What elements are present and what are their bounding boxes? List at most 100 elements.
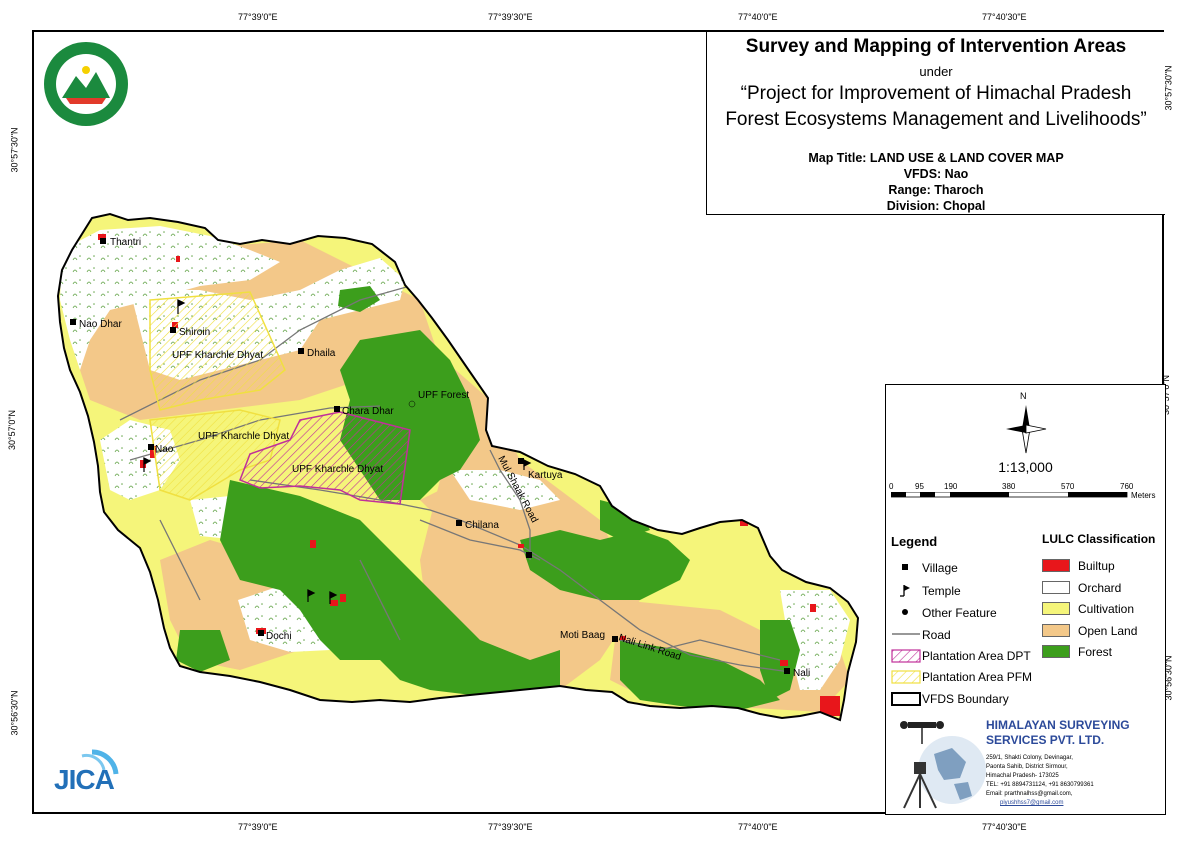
legend-road: Road (922, 628, 951, 642)
vfds-boundary (56, 212, 860, 722)
village-marker-nali (784, 668, 790, 674)
label-kartuya: Kartuya (528, 470, 563, 481)
label-nao: Nao (155, 444, 174, 455)
other-feature-icon (902, 609, 908, 615)
label-dhaila: Dhaila (307, 348, 336, 359)
address-line: Himachal Pradesh- 173025 (986, 773, 1059, 779)
temple-marker-5 (523, 459, 532, 470)
village-marker-thantri (100, 238, 106, 244)
label-upf-kharchle-2: UPF Kharchle Dhyat (198, 431, 289, 442)
village-marker-nao-dhar (70, 319, 76, 325)
village-marker-kartuya (518, 458, 524, 464)
label-moti-baag: Moti Baag (560, 630, 605, 641)
surveyor-logo-icon (900, 721, 986, 809)
title-under: under (919, 64, 953, 79)
village-marker-chilana (456, 520, 462, 526)
company-name-2: SERVICES PVT. LTD. (986, 733, 1105, 747)
legend-dpt: Plantation Area DPT (922, 649, 1031, 663)
legend-temple: Temple (922, 584, 961, 598)
coord-top-1: 77°39'0"E (238, 12, 278, 22)
lulc-builtup: Builtup (1078, 559, 1115, 573)
village-marker-chara-dhar (334, 406, 340, 412)
scale-tick-3: 380 (1002, 482, 1016, 491)
dpt-area (239, 411, 411, 505)
dpt-icon (891, 649, 921, 663)
coord-top-3: 77°40'0"E (738, 12, 778, 22)
legend-boundary: VFDS Boundary (922, 692, 1009, 706)
label-upf-forest: UPF Forest (418, 390, 469, 401)
address-line: TEL: +91 8894731124, +91 8630799361 (986, 782, 1094, 788)
jica-text: JICA (54, 764, 115, 795)
village-marker-dhaila (298, 348, 304, 354)
village-marker-shiroin (170, 327, 176, 333)
coord-top-2: 77°39'30"E (488, 12, 533, 22)
lulc-cultivation: Cultivation (1078, 602, 1135, 616)
temple-marker-4 (329, 591, 338, 604)
village-marker-nao (148, 444, 154, 450)
company-address: 259/1, Shakti Colony, Devinagar, Paonta … (986, 754, 1094, 808)
address-line: 259/1, Shakti Colony, Devinagar, (986, 755, 1073, 761)
temple-marker-2 (143, 457, 152, 472)
project-line-2: Forest Ecosystems Management and Livelih… (725, 109, 1147, 130)
lulc-title: LULC Classification (1042, 532, 1156, 546)
lulc-forest: Forest (1078, 645, 1113, 659)
label-dochi: Dochi (266, 631, 292, 642)
village-marker-dochi (258, 630, 264, 636)
legend-pfm: Plantation Area PFM (922, 670, 1033, 684)
pfm-area-1 (149, 291, 286, 411)
scale-tick-2: 190 (944, 482, 958, 491)
village-marker-moti-baag (612, 636, 618, 642)
label-nali: Nali (793, 668, 810, 679)
coord-bottom-1: 77°39'0"E (238, 822, 278, 832)
legend-symbols (891, 564, 921, 706)
village-icon (902, 564, 908, 570)
main-title: Survey and Mapping of Intervention Areas (745, 36, 1127, 57)
map-info-block: Map Title: LAND USE & LAND COVER MAP VFD… (706, 142, 1165, 215)
legend-village: Village (922, 561, 958, 575)
scale-tick-5: 760 (1120, 482, 1134, 491)
swatch-openland (1042, 624, 1070, 637)
scale-bar (891, 492, 1128, 498)
coord-bottom-4: 77°40'30"E (982, 822, 1027, 832)
temple-marker-3 (307, 589, 316, 602)
north-arrow-icon (1006, 405, 1047, 454)
swatch-builtup (1042, 559, 1070, 572)
company-block: HIMALAYAN SURVEYING SERVICES PVT. LTD. 2… (885, 714, 1166, 815)
address-email[interactable]: piyushhss7@gmail.com (1000, 800, 1064, 806)
scale-tick-4: 570 (1061, 482, 1075, 491)
temple-icon (900, 585, 910, 597)
lulc-openland: Open Land (1078, 624, 1138, 638)
address-line: Paonta Sahib, District Sirmour, (986, 764, 1068, 770)
scale-ratio: 1:13,000 (998, 459, 1053, 475)
division-name: Division: Chopal (886, 199, 986, 213)
swatch-cultivation (1042, 602, 1070, 615)
lulc-orchard: Orchard (1078, 581, 1122, 595)
legend-block: Legend LULC Classification Village Templ… (885, 520, 1166, 715)
scale-block: N 1:13,000 0 95 190 380 570 760 Meters (885, 384, 1166, 522)
boundary-icon (891, 692, 921, 706)
range-name: Range: Tharoch (888, 183, 984, 197)
label-upf-kharchle-3: UPF Kharchle Dhyat (292, 464, 383, 475)
coord-bottom-3: 77°40'0"E (738, 822, 778, 832)
forest-dept-logo (42, 40, 130, 128)
label-chara-dhar: Chara Dhar (342, 406, 394, 417)
address-email[interactable]: Email: prarthnalhss@gmail.com, (986, 791, 1073, 797)
label-shiroin: Shiroin (179, 327, 210, 338)
legend-other: Other Feature (922, 606, 997, 620)
swatch-forest (1042, 645, 1070, 658)
pfm-icon (891, 670, 921, 684)
title-block: Survey and Mapping of Intervention Areas… (706, 32, 1165, 143)
vfds-name: VFDS: Nao (903, 167, 969, 181)
coord-top-4: 77°40'30"E (982, 12, 1027, 22)
scale-tick-0: 0 (889, 482, 894, 491)
coord-bottom-2: 77°39'30"E (488, 822, 533, 832)
label-nao-dhar: Nao Dhar (79, 319, 122, 330)
scale-tick-1: 95 (915, 482, 924, 491)
village-marker-chilana-2 (526, 552, 532, 558)
jica-logo: JICA (52, 744, 124, 804)
label-upf-kharchle-1: UPF Kharchle Dhyat (172, 350, 263, 361)
map-title: Map Title: LAND USE & LAND COVER MAP (808, 151, 1064, 165)
label-chilana: Chilana (465, 520, 499, 531)
company-name-1: HIMALAYAN SURVEYING (986, 718, 1130, 732)
